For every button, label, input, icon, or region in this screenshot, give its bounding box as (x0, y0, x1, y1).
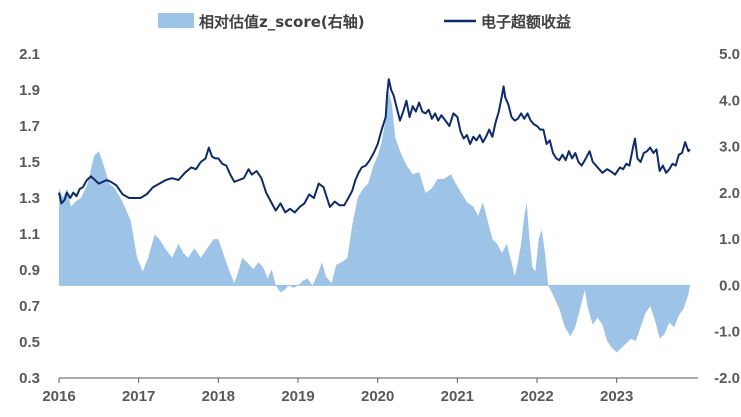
plot-area (58, 78, 691, 353)
y-right-tick-label: -1.0 (714, 324, 740, 341)
x-tick-label: 2021 (441, 388, 474, 405)
y-right-tick-label: 1.0 (719, 231, 740, 248)
y-left-tick-label: 0.5 (19, 334, 40, 351)
left-axis: 0.3 0.5 0.7 0.9 1.1 1.3 1.5 1.7 1.9 2.1 (19, 46, 40, 387)
y-left-tick-label: 0.9 (19, 262, 40, 279)
excess-return-line (58, 78, 691, 214)
x-tick-label: 2022 (520, 388, 553, 405)
x-tick-label: 2020 (361, 388, 394, 405)
y-left-tick-label: 0.7 (19, 298, 40, 315)
right-axis: -2.0 -1.0 0.0 1.0 2.0 3.0 4.0 5.0 (714, 46, 740, 387)
legend-area-label: 相对估值z_score(右轴) (199, 13, 365, 31)
x-tick-label: 2019 (281, 388, 314, 405)
y-right-tick-label: 5.0 (719, 46, 740, 63)
x-axis: 2016 2017 2018 2019 2020 2021 2022 2023 (42, 378, 633, 405)
y-right-tick-label: 0.0 (719, 277, 740, 294)
x-tick-label: 2018 (202, 388, 235, 405)
legend-line-label: 电子超额收益 (481, 13, 571, 31)
y-left-tick-label: 1.1 (19, 226, 40, 243)
z-score-area (59, 91, 690, 353)
y-left-tick-label: 1.7 (19, 118, 40, 135)
y-right-tick-label: 4.0 (719, 92, 740, 109)
y-left-tick-label: 1.9 (19, 82, 40, 99)
y-right-tick-label: 3.0 (719, 139, 740, 156)
y-right-tick-label: 2.0 (719, 185, 740, 202)
legend: 相对估值z_score(右轴) 电子超额收益 (158, 13, 571, 31)
y-left-tick-label: 2.1 (19, 46, 40, 63)
y-left-tick-label: 1.3 (19, 190, 40, 207)
x-tick-label: 2023 (600, 388, 633, 405)
y-left-tick-label: 1.5 (19, 154, 40, 171)
y-left-tick-label: 0.3 (19, 370, 40, 387)
x-tick-label: 2017 (122, 388, 155, 405)
y-right-tick-label: -2.0 (714, 370, 740, 387)
legend-area-swatch (158, 13, 194, 28)
x-tick-label: 2016 (42, 388, 75, 405)
